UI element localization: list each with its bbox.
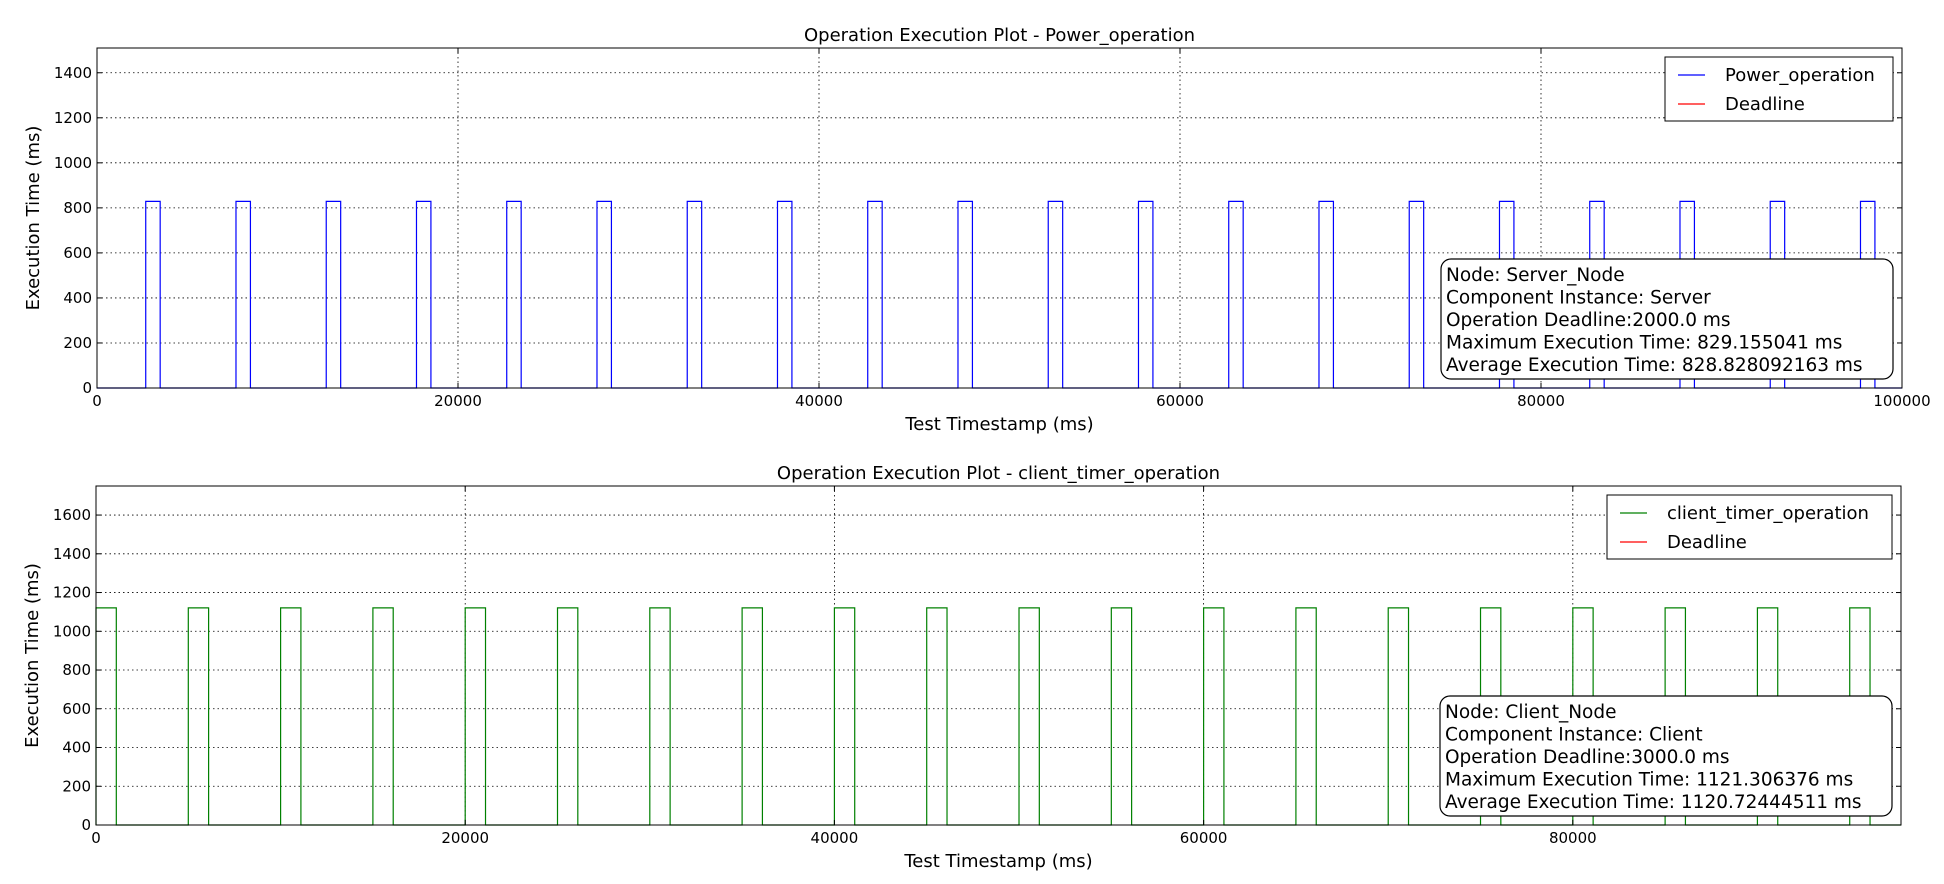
y-tick-label: 1200	[54, 109, 92, 127]
y-tick-label: 1000	[54, 154, 92, 172]
info-box-line: Maximum Execution Time: 1121.306376 ms	[1445, 770, 1853, 791]
info-box-line: Node: Client_Node	[1445, 702, 1617, 723]
y-tick-label: 200	[62, 777, 91, 795]
y-tick-label: 200	[63, 334, 92, 352]
y-tick-label: 1200	[53, 584, 91, 602]
x-tick-label: 0	[92, 392, 102, 410]
info-box-line: Component Instance: Server	[1446, 288, 1711, 309]
legend-label: Deadline	[1725, 94, 1805, 115]
y-tick-label: 600	[63, 244, 92, 262]
info-box-frame	[1440, 258, 1894, 380]
y-tick-label: 400	[62, 739, 91, 757]
y-tick-label: 600	[62, 700, 91, 718]
y-tick-label: 1400	[53, 545, 91, 563]
info-box-line: Operation Deadline:3000.0 ms	[1445, 747, 1730, 768]
x-axis-label: Test Timestamp (ms)	[904, 414, 1093, 435]
info-box-line: Maximum Execution Time: 829.155041 ms	[1446, 333, 1842, 354]
info-box-line: Average Execution Time: 1120.72444511 ms	[1445, 792, 1862, 813]
y-tick-label: 1400	[54, 64, 92, 82]
x-tick-label: 60000	[1180, 829, 1228, 847]
y-tick-label: 1600	[53, 506, 91, 524]
legend-label: Deadline	[1667, 532, 1747, 553]
x-axis-label: Test Timestamp (ms)	[903, 851, 1092, 872]
chart-title: Operation Execution Plot - Power_operati…	[804, 25, 1195, 46]
y-tick-label: 0	[81, 816, 91, 834]
y-tick-label: 1000	[53, 622, 91, 640]
x-tick-label: 40000	[811, 829, 859, 847]
x-tick-label: 20000	[434, 392, 482, 410]
y-tick-label: 800	[63, 199, 92, 217]
info-box-frame	[1439, 695, 1893, 817]
info-box-line: Average Execution Time: 828.828092163 ms	[1446, 355, 1863, 376]
y-tick-label: 400	[63, 289, 92, 307]
x-tick-label: 80000	[1549, 829, 1597, 847]
legend-box	[1664, 56, 1894, 122]
legend-label: Power_operation	[1725, 65, 1875, 86]
legend: client_timer_operation Deadline	[1606, 494, 1893, 560]
x-tick-label: 80000	[1517, 392, 1565, 410]
x-tick-label: 100000	[1873, 392, 1930, 410]
y-axis-label: Execution Time (ms)	[23, 126, 44, 311]
legend-box	[1606, 494, 1893, 560]
chart-panel-2: 0 20000 40000 60000 80000 0 200 400 600 800 1000 12…	[22, 463, 1902, 872]
legend-label: client_timer_operation	[1667, 503, 1869, 524]
x-tick-label: 40000	[795, 392, 843, 410]
chart-title: Operation Execution Plot - client_timer_…	[777, 463, 1220, 484]
info-box-line: Component Instance: Client	[1445, 725, 1703, 746]
y-axis-label: Execution Time (ms)	[22, 563, 43, 748]
info-box-line: Node: Server_Node	[1446, 265, 1625, 286]
y-tick-label: 0	[82, 379, 92, 397]
y-tick-label: 800	[62, 661, 91, 679]
x-tick-label: 60000	[1156, 392, 1204, 410]
x-tick-label: 0	[91, 829, 101, 847]
info-box-line: Operation Deadline:2000.0 ms	[1446, 310, 1731, 331]
x-tick-label: 20000	[441, 829, 489, 847]
legend: Power_operation Deadline	[1664, 56, 1894, 122]
axes-frame	[95, 485, 1902, 826]
axes-frame	[96, 47, 1903, 389]
chart-panel-1: 0 20000 40000 60000 80000 100000 0 200 400 600 800…	[23, 25, 1931, 435]
